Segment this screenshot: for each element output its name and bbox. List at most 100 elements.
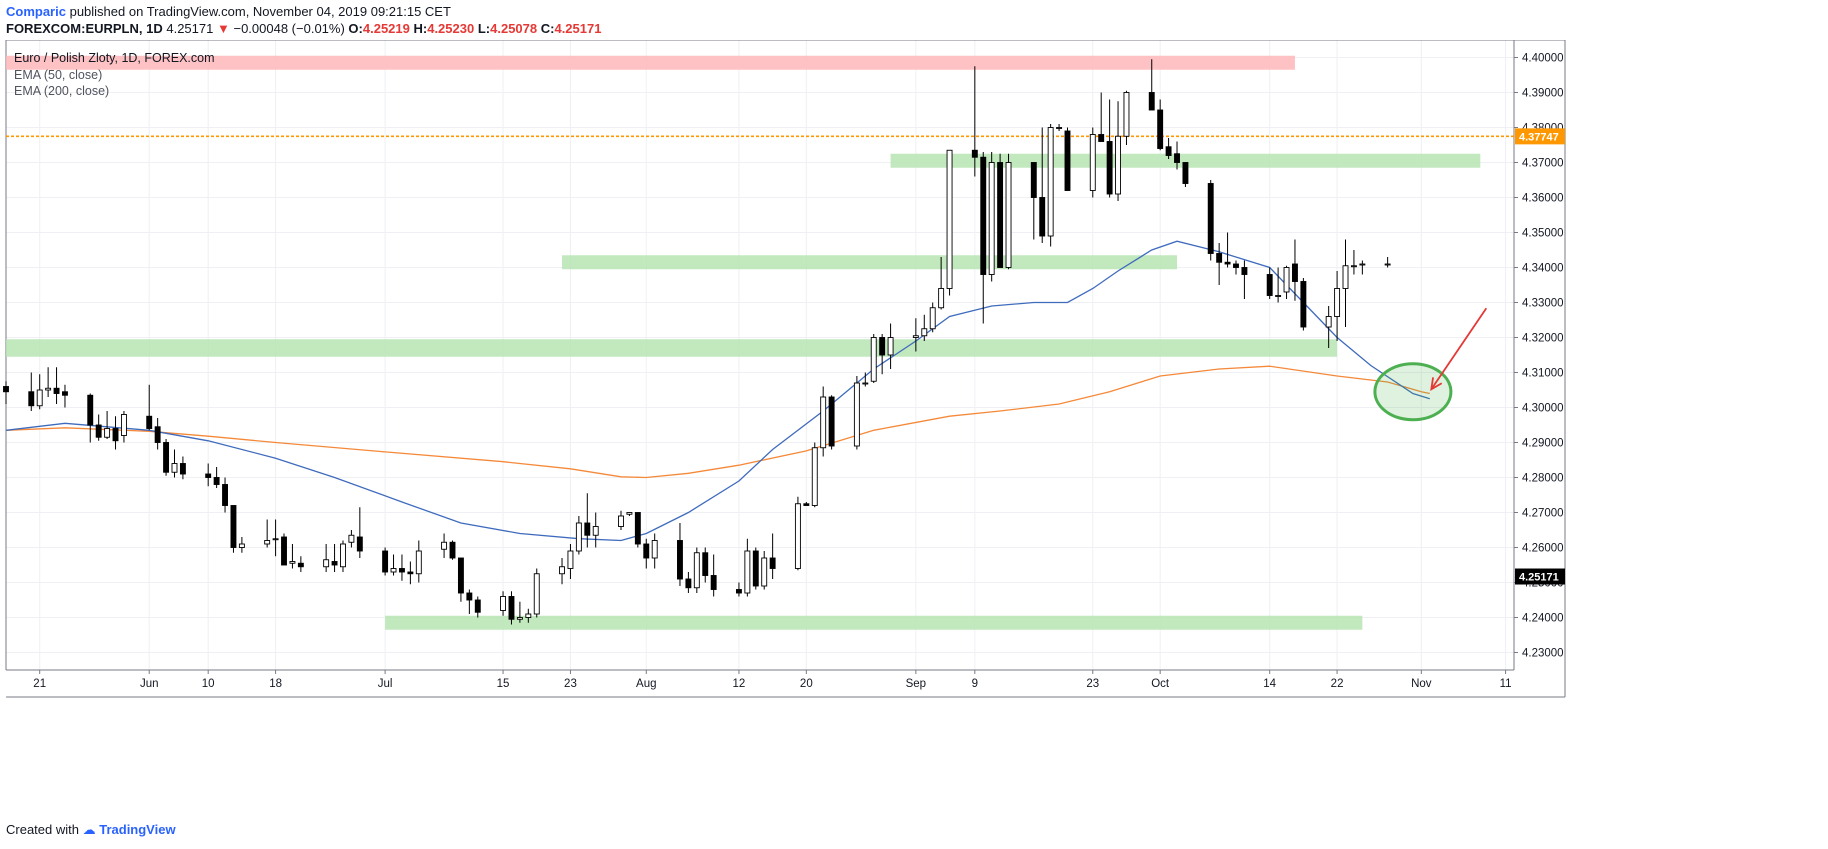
- candle-down: [449, 541, 456, 559]
- legend-ema200[interactable]: EMA (200, close): [14, 84, 110, 98]
- zones: [6, 55, 1481, 630]
- candle-down: [1039, 197, 1046, 237]
- candle-down: [1148, 92, 1155, 111]
- tradingview-logo-icon: ☁: [82, 822, 96, 837]
- candle-down: [1064, 130, 1071, 191]
- x-tick-label: Sep: [906, 678, 926, 690]
- x-tick-label: 12: [733, 678, 746, 690]
- candle-up: [761, 557, 768, 587]
- candle-up: [744, 550, 751, 594]
- candle-up: [272, 538, 279, 541]
- y-tick-label: 4.31000: [1522, 368, 1564, 380]
- candle-down: [1224, 261, 1231, 265]
- candle-up: [348, 534, 355, 543]
- candle-down: [407, 571, 414, 575]
- open-value: 4.25219: [362, 21, 410, 36]
- legend-ema50[interactable]: EMA (50, close): [14, 67, 103, 82]
- candle-up: [693, 552, 700, 589]
- high-value: 4.25230: [427, 21, 475, 36]
- y-tick-label: 4.32000: [1522, 333, 1564, 345]
- candle-up: [1283, 267, 1290, 293]
- candle-down: [1106, 141, 1113, 195]
- x-tick-label: 11: [1500, 678, 1512, 690]
- x-tick-label: 23: [1086, 678, 1099, 690]
- candle-up: [870, 337, 877, 382]
- candle-up: [104, 428, 111, 438]
- candle-up: [45, 387, 52, 391]
- x-tick-label: 9: [972, 678, 978, 690]
- y-tick-label: 4.33000: [1522, 298, 1564, 310]
- publisher-name[interactable]: Comparic: [6, 4, 66, 19]
- legend-title: Euro / Polish Zloty, 1D, FOREX.com: [14, 51, 215, 65]
- candle-up: [525, 613, 532, 618]
- candle-down: [803, 503, 810, 506]
- candle-up: [1342, 265, 1349, 289]
- candle-down: [1241, 267, 1248, 275]
- x-tick-label: Jun: [140, 678, 159, 690]
- x-tick-label: 14: [1263, 678, 1276, 690]
- candle-down: [508, 596, 515, 620]
- candle-down: [634, 512, 641, 545]
- support-zone: [385, 615, 1363, 630]
- candle-down: [53, 387, 60, 394]
- candle-down: [1098, 134, 1105, 142]
- last-price-tag: 4.25171: [1519, 572, 1559, 584]
- candle-down: [1030, 162, 1037, 198]
- candle-down: [3, 386, 9, 393]
- candle-down: [752, 550, 759, 587]
- tradingview-link[interactable]: TradingView: [99, 822, 176, 837]
- candle-down: [879, 337, 886, 356]
- x-tick-label: Oct: [1151, 678, 1170, 690]
- candle-down: [28, 391, 35, 407]
- support-zone: [890, 153, 1481, 168]
- candle-down: [466, 592, 473, 601]
- candle-down: [281, 536, 287, 566]
- candle-up: [289, 561, 296, 564]
- ema200-path: [5, 365, 1430, 479]
- candle-up: [618, 515, 624, 527]
- candle-up: [853, 382, 860, 447]
- chart-legend: Euro / Polish Zloty, 1D, FOREX.com EMA (…: [14, 50, 215, 100]
- candle-up: [887, 337, 894, 356]
- candle-down: [1266, 274, 1273, 296]
- candle-down: [112, 428, 119, 442]
- candle-up: [575, 522, 582, 552]
- time-axis: 21 Jun 10 18 Jul 15 23 Aug 12 20 Sep 9 23 Oct 14 22 Nov 1…: [33, 670, 1512, 690]
- price-chart[interactable]: 4.400004.390004.380004.370004.360004.350…: [0, 40, 1828, 820]
- candle-down: [62, 391, 68, 396]
- last-price-text: 4.25171: [166, 21, 214, 36]
- low-label: L:: [477, 21, 491, 36]
- candles: [3, 59, 1391, 625]
- y-tick-label: 4.26000: [1522, 543, 1564, 555]
- candle-up: [559, 566, 565, 575]
- grid-lines: [5, 40, 1566, 698]
- candle-down: [735, 589, 742, 594]
- candle-down: [1233, 263, 1239, 268]
- x-tick-label: Nov: [1411, 678, 1432, 690]
- level-price-tag-bg: [1515, 128, 1565, 145]
- high-label: H:: [413, 21, 428, 36]
- candle-down: [222, 484, 228, 506]
- candle-down: [828, 396, 835, 447]
- arrow-line: [1430, 307, 1488, 390]
- candle-up: [988, 162, 995, 275]
- highlight-circle: [1373, 362, 1453, 422]
- candle-up: [1325, 316, 1332, 328]
- candle-down: [997, 162, 1004, 268]
- candle-down: [643, 543, 650, 559]
- low-value: 4.25078: [490, 21, 538, 36]
- candle-down: [1165, 146, 1172, 156]
- candle-down: [584, 522, 591, 536]
- annotations: [1373, 307, 1488, 422]
- candle-down: [1157, 109, 1164, 149]
- y-tick-label: 4.36000: [1522, 193, 1564, 205]
- candle-down: [702, 552, 709, 576]
- candle-down: [1300, 281, 1307, 328]
- candle-up: [1047, 127, 1054, 237]
- candle-up: [390, 568, 397, 573]
- candle-up: [441, 541, 448, 550]
- footer: Created with ☁ TradingView: [6, 822, 176, 838]
- candle-up: [820, 396, 827, 449]
- candle-up: [1056, 127, 1063, 129]
- candle-up: [238, 543, 245, 548]
